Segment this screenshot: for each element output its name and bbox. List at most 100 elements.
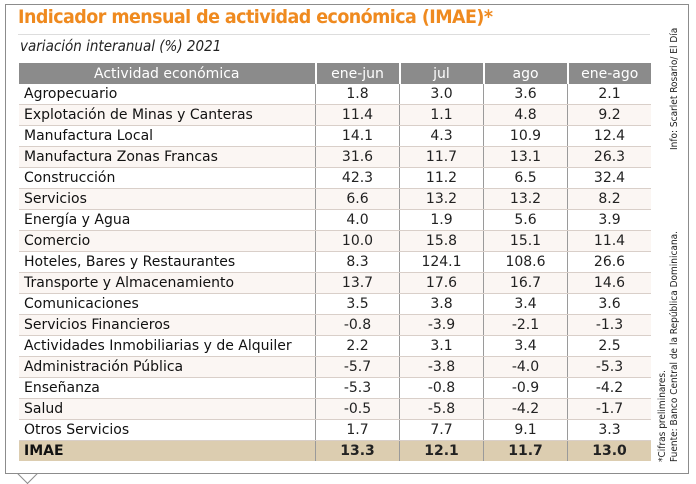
imae-table: Actividad económica ene-jun jul ago ene-ago … bbox=[19, 63, 651, 461]
column-header: ago bbox=[483, 63, 569, 84]
row-label: Hoteles, Bares y Restaurantes bbox=[19, 251, 316, 273]
cell-value: 15.1 bbox=[483, 230, 568, 252]
row-label: Construcción bbox=[19, 167, 316, 189]
cell-value: 8.2 bbox=[567, 188, 651, 210]
cell-value: -2.1 bbox=[483, 314, 568, 336]
cell-value: 26.6 bbox=[567, 251, 651, 273]
row-label: Salud bbox=[19, 398, 316, 420]
total-row: IMAE 13.3 12.1 11.7 13.0 bbox=[19, 440, 651, 461]
cell-value: 11.7 bbox=[399, 146, 484, 168]
cell-value: 10.0 bbox=[315, 230, 400, 252]
cell-value: 15.8 bbox=[399, 230, 484, 252]
cell-value: -5.8 bbox=[399, 398, 484, 420]
cell-value: 13.3 bbox=[315, 440, 400, 461]
column-header: ene-ago bbox=[567, 63, 651, 84]
cell-value: -5.3 bbox=[567, 356, 651, 378]
row-label: Otros Servicios bbox=[19, 419, 316, 441]
cell-value: 4.3 bbox=[399, 125, 484, 147]
cell-value: 14.1 bbox=[315, 125, 400, 147]
cell-value: 3.4 bbox=[483, 335, 568, 357]
table-row: Comercio 10.0 15.8 15.1 11.4 bbox=[19, 230, 651, 252]
cell-value: 13.2 bbox=[483, 188, 568, 210]
column-header: jul bbox=[399, 63, 485, 84]
cell-value: 124.1 bbox=[399, 251, 484, 273]
row-label: Servicios Financieros bbox=[19, 314, 316, 336]
cell-value: 11.7 bbox=[483, 440, 568, 461]
cell-value: 7.7 bbox=[399, 419, 484, 441]
cell-value: -0.5 bbox=[315, 398, 400, 420]
cell-value: -5.7 bbox=[315, 356, 400, 378]
cell-value: 3.1 bbox=[399, 335, 484, 357]
table-row: Servicios 6.6 13.2 13.2 8.2 bbox=[19, 188, 651, 210]
cell-value: 13.1 bbox=[483, 146, 568, 168]
cell-value: -0.9 bbox=[483, 377, 568, 399]
table-row: Actividades Inmobiliarias y de Alquiler 2… bbox=[19, 335, 651, 357]
cell-value: -3.9 bbox=[399, 314, 484, 336]
cell-value: 11.4 bbox=[315, 104, 400, 126]
cell-value: 3.6 bbox=[483, 84, 568, 105]
cell-value: 1.9 bbox=[399, 209, 484, 231]
cell-value: 13.2 bbox=[399, 188, 484, 210]
table-row: Manufactura Zonas Francas 31.6 11.7 13.1 26.… bbox=[19, 146, 651, 168]
cell-value: -4.2 bbox=[567, 377, 651, 399]
cell-value: 3.3 bbox=[567, 419, 651, 441]
row-label: IMAE bbox=[19, 440, 316, 461]
row-label: Manufactura Local bbox=[19, 125, 316, 147]
cell-value: 10.9 bbox=[483, 125, 568, 147]
cell-value: 8.3 bbox=[315, 251, 400, 273]
cell-value: 4.0 bbox=[315, 209, 400, 231]
row-label: Actividades Inmobiliarias y de Alquiler bbox=[19, 335, 316, 357]
column-header: Actividad económica bbox=[19, 63, 317, 84]
cell-value: 6.5 bbox=[483, 167, 568, 189]
credit-text: Info: Scarlet Rosario/ El Día bbox=[669, 27, 680, 150]
table-row: Construcción 42.3 11.2 6.5 32.4 bbox=[19, 167, 651, 189]
cell-value: 14.6 bbox=[567, 272, 651, 294]
cell-value: 9.1 bbox=[483, 419, 568, 441]
cell-value: -4.2 bbox=[483, 398, 568, 420]
table-row: Enseñanza -5.3 -0.8 -0.9 -4.2 bbox=[19, 377, 651, 399]
table-header-row: Actividad económica ene-jun jul ago ene-ago bbox=[19, 63, 651, 84]
note-preliminary: *Cifras preliminares. bbox=[657, 370, 668, 462]
table-row: Manufactura Local 14.1 4.3 10.9 12.4 bbox=[19, 125, 651, 147]
column-header: ene-jun bbox=[315, 63, 401, 84]
table-row: Administración Pública -5.7 -3.8 -4.0 -5.3 bbox=[19, 356, 651, 378]
cell-value: 2.2 bbox=[315, 335, 400, 357]
cell-value: 108.6 bbox=[483, 251, 568, 273]
cell-value: 5.6 bbox=[483, 209, 568, 231]
table-row: Comunicaciones 3.5 3.8 3.4 3.6 bbox=[19, 293, 651, 315]
subtitle: variación interanual (%) 2021 bbox=[20, 37, 222, 55]
cell-value: -1.7 bbox=[567, 398, 651, 420]
table-row: Servicios Financieros -0.8 -3.9 -2.1 -1.3 bbox=[19, 314, 651, 336]
row-label: Servicios bbox=[19, 188, 316, 210]
row-label: Explotación de Minas y Canteras bbox=[19, 104, 316, 126]
page-title: Indicador mensual de actividad económica… bbox=[18, 6, 493, 28]
table-row: Agropecuario 1.8 3.0 3.6 2.1 bbox=[19, 84, 651, 105]
cell-value: 13.0 bbox=[567, 440, 651, 461]
cell-value: 12.4 bbox=[567, 125, 651, 147]
cell-value: 2.1 bbox=[567, 84, 651, 105]
cell-value: 3.0 bbox=[399, 84, 484, 105]
row-label: Comunicaciones bbox=[19, 293, 316, 315]
cell-value: 2.5 bbox=[567, 335, 651, 357]
cell-value: 31.6 bbox=[315, 146, 400, 168]
cell-value: 4.8 bbox=[483, 104, 568, 126]
table-row: Salud -0.5 -5.8 -4.2 -1.7 bbox=[19, 398, 651, 420]
table-row: Otros Servicios 1.7 7.7 9.1 3.3 bbox=[19, 419, 651, 441]
cell-value: 6.6 bbox=[315, 188, 400, 210]
cell-value: 3.8 bbox=[399, 293, 484, 315]
note-source: Fuente: Banco Central de la República Do… bbox=[669, 230, 680, 462]
title-divider bbox=[18, 34, 650, 35]
cell-value: 42.3 bbox=[315, 167, 400, 189]
cell-value: 11.2 bbox=[399, 167, 484, 189]
table-row: Transporte y Almacenamiento 13.7 17.6 16.7 1… bbox=[19, 272, 651, 294]
table-row: Explotación de Minas y Canteras 11.4 1.1 4.… bbox=[19, 104, 651, 126]
row-label: Enseñanza bbox=[19, 377, 316, 399]
cell-value: 12.1 bbox=[399, 440, 484, 461]
cell-value: 3.5 bbox=[315, 293, 400, 315]
row-label: Manufactura Zonas Francas bbox=[19, 146, 316, 168]
cell-value: -0.8 bbox=[399, 377, 484, 399]
cell-value: 11.4 bbox=[567, 230, 651, 252]
cell-value: 1.8 bbox=[315, 84, 400, 105]
cell-value: 3.6 bbox=[567, 293, 651, 315]
cell-value: -0.8 bbox=[315, 314, 400, 336]
